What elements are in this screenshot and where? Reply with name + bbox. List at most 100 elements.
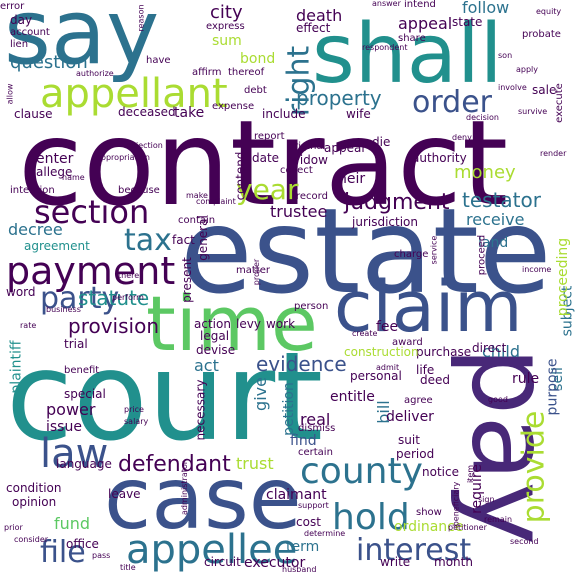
word-levy: levy — [236, 317, 261, 331]
word-trust: trust — [236, 454, 274, 473]
word-die: die — [372, 135, 391, 149]
word-objection: objection — [126, 141, 163, 150]
word-because: because — [118, 185, 160, 196]
word-estate: estate — [180, 182, 552, 320]
word-death: death — [296, 6, 343, 25]
word-interest: interest — [356, 533, 472, 568]
word-appeal: appeal — [398, 14, 453, 33]
word-testator: testator — [462, 188, 541, 212]
word-office: office — [66, 537, 99, 551]
word-city: city — [210, 2, 243, 23]
word-decision: decision — [466, 113, 499, 122]
word-leave: leave — [108, 487, 141, 501]
word-deed: deed — [420, 373, 450, 387]
word-business: business — [46, 305, 81, 314]
word-there: there — [118, 271, 140, 280]
word-price: price — [124, 405, 144, 414]
word-sign: sign — [478, 495, 495, 504]
word-beneficiary: beneficiary — [451, 481, 461, 527]
word-determine: determine — [304, 529, 346, 538]
word-account: account — [10, 27, 50, 38]
word-provide: provide — [516, 410, 552, 524]
word-widow: widow — [290, 153, 328, 167]
word-salary: salary — [124, 417, 149, 426]
word-say: say — [4, 0, 160, 85]
word-sale: sale — [532, 83, 557, 97]
word-follow: follow — [462, 0, 510, 17]
word-make: make — [186, 191, 208, 200]
word-section: section — [34, 193, 150, 231]
word-good: good — [488, 395, 508, 404]
word-court: court — [6, 326, 324, 468]
word-prior: prior — [4, 523, 23, 532]
word-tax: tax — [124, 223, 172, 258]
word-act: act — [194, 356, 219, 375]
word-survive: survive — [518, 107, 548, 116]
word-special: special — [64, 387, 106, 401]
word-appear: appear — [324, 141, 367, 155]
word-item: item — [466, 464, 476, 484]
word-time: time — [146, 279, 318, 368]
word-purchase: purchase — [416, 345, 472, 359]
word-opinion: opinion — [12, 495, 57, 509]
word-case: case — [104, 449, 302, 549]
word-notice: notice — [422, 465, 459, 479]
word-effect: effect — [296, 21, 331, 35]
word-contract: contract — [18, 94, 509, 232]
word-support: support — [298, 501, 329, 510]
word-county: county — [300, 451, 423, 492]
word-error: error — [0, 1, 25, 12]
word-perform: perform — [112, 293, 144, 302]
word-create: create — [352, 329, 378, 338]
word-include: include — [262, 107, 306, 121]
word-allege: allege — [36, 165, 73, 179]
word-contain: contain — [178, 215, 216, 226]
word-answer: answer — [372, 0, 401, 8]
word-order: order — [412, 85, 492, 120]
word-enter: enter — [36, 151, 74, 167]
word-intend: intend — [404, 0, 436, 10]
word-appellee: appellee — [126, 527, 298, 573]
word-intention: intention — [10, 185, 55, 196]
word-deny: deny — [452, 133, 472, 142]
word-service: service — [429, 235, 439, 265]
word-take: take — [174, 105, 205, 121]
word-trial: trial — [64, 337, 88, 351]
word-plaintiff: plaintiff — [8, 340, 25, 394]
word-work: work — [266, 317, 296, 331]
word-write: write — [380, 555, 411, 569]
word-heir: heir — [338, 171, 366, 187]
word-petitioner: petitioner — [448, 523, 487, 532]
word-share: share — [398, 33, 426, 44]
word-lien: lien — [10, 39, 29, 50]
word-party: party — [40, 281, 120, 316]
word-appellant: appellant — [40, 71, 228, 117]
word-charge: charge — [394, 249, 429, 260]
word-land: land — [478, 235, 509, 251]
word-month: month — [434, 555, 473, 569]
word-find: find — [290, 433, 317, 449]
word-thereof: thereof — [228, 67, 265, 78]
word-year: year — [236, 173, 299, 206]
word-clause: clause — [14, 107, 53, 121]
word-render: render — [540, 149, 567, 158]
word-language: language — [56, 457, 112, 471]
word-admit: admit — [376, 363, 400, 372]
word-defendant: defendant — [118, 452, 231, 477]
word-date: date — [252, 151, 280, 165]
word-name: name — [62, 173, 85, 182]
word-expense: expense — [212, 101, 255, 112]
word-deceased: deceased — [118, 105, 176, 119]
word-record: record — [296, 191, 328, 202]
word-period: period — [396, 447, 435, 461]
word-respondent: respondent — [362, 43, 408, 52]
word-present: present — [179, 257, 194, 303]
word-power: power — [46, 400, 96, 419]
word-purpose: purpose — [544, 358, 561, 416]
word-proper: proper — [252, 258, 262, 286]
word-express: express — [206, 21, 245, 32]
word-have: have — [146, 55, 171, 66]
word-authority: authority — [412, 151, 467, 165]
word-allow: allow — [5, 83, 15, 105]
